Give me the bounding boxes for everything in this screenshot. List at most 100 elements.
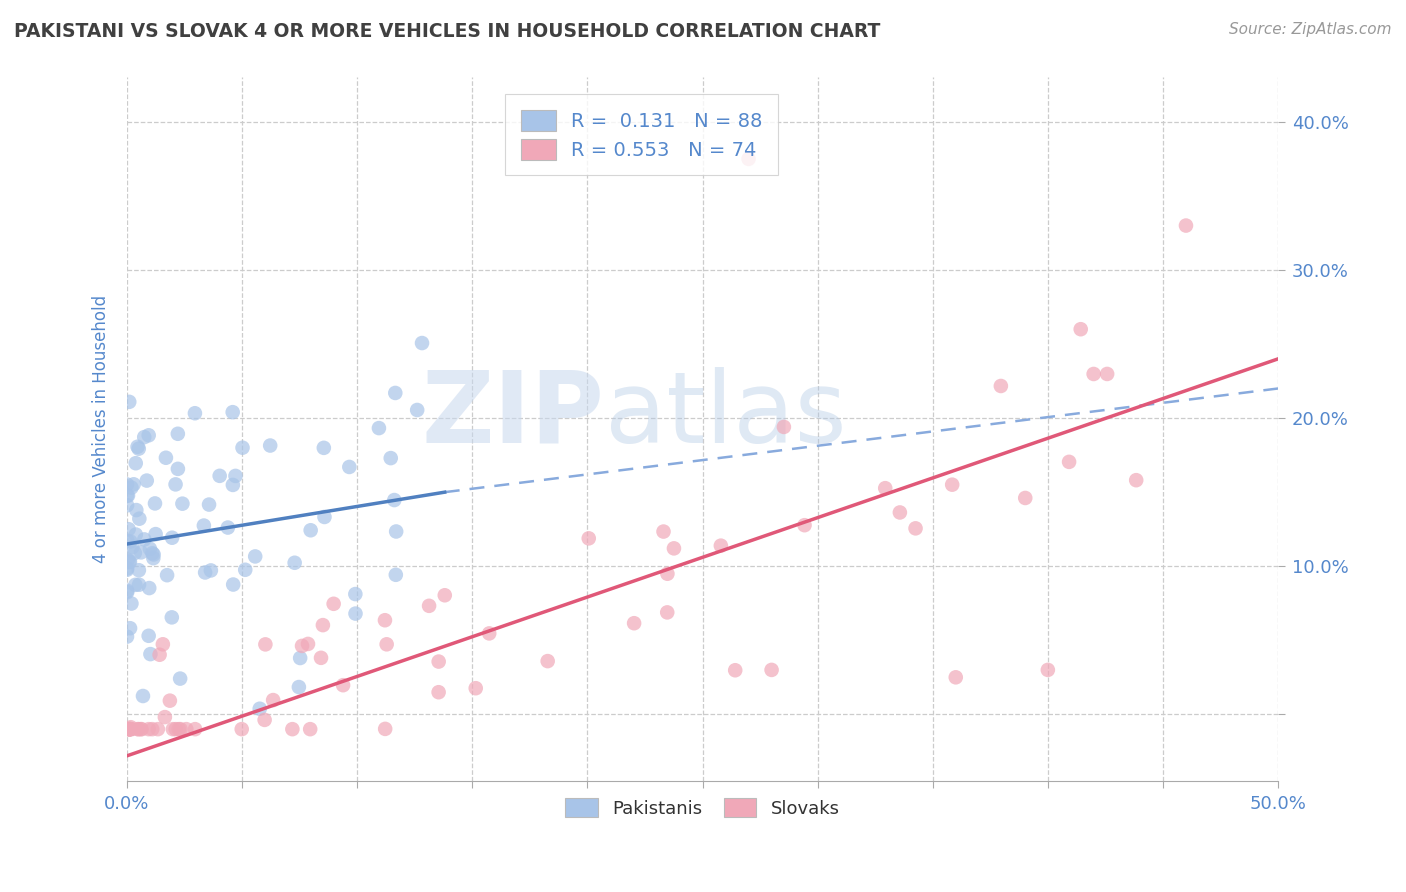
Point [200, 563, 222, 577]
Point [384, 386, 406, 401]
Point [1057, 455, 1080, 469]
Point [169, 672, 191, 686]
Point [117, 553, 139, 567]
Point [118, 394, 141, 409]
Point [254, 637, 277, 651]
Point [427, 655, 450, 669]
Point [433, 588, 456, 602]
Point [1125, 473, 1147, 487]
Point [138, 722, 160, 736]
Point [344, 607, 367, 621]
Point [118, 722, 141, 736]
Point [427, 685, 450, 699]
Point [184, 722, 207, 736]
Legend: Pakistanis, Slovaks: Pakistanis, Slovaks [558, 790, 846, 825]
Point [167, 722, 190, 736]
Point [120, 720, 142, 734]
Point [291, 639, 314, 653]
Point [623, 616, 645, 631]
Point [322, 597, 344, 611]
Point [129, 545, 152, 559]
Point [124, 578, 146, 592]
Point [314, 510, 336, 524]
Point [662, 541, 685, 556]
Point [297, 637, 319, 651]
Point [139, 647, 162, 661]
Point [222, 478, 245, 492]
Point [1175, 219, 1198, 233]
Point [724, 663, 747, 677]
Point [115, 585, 138, 599]
Point [118, 722, 141, 736]
Point [281, 722, 304, 736]
Point [135, 474, 157, 488]
Point [118, 722, 141, 736]
Point [121, 540, 143, 554]
Point [875, 481, 897, 495]
Point [259, 438, 281, 452]
Point [411, 336, 433, 351]
Point [115, 477, 138, 491]
Point [142, 548, 165, 562]
Point [990, 379, 1012, 393]
Point [172, 497, 194, 511]
Point [385, 524, 408, 539]
Point [380, 451, 402, 466]
Point [134, 533, 156, 547]
Point [117, 522, 139, 536]
Point [143, 496, 166, 510]
Point [146, 722, 169, 736]
Point [222, 577, 245, 591]
Point [165, 477, 187, 491]
Point [657, 566, 679, 581]
Point [374, 613, 396, 627]
Point [1095, 367, 1118, 381]
Point [121, 722, 143, 736]
Point [312, 618, 335, 632]
Point [125, 503, 148, 517]
Point [156, 568, 179, 582]
Point [284, 556, 307, 570]
Point [368, 421, 391, 435]
Point [375, 637, 398, 651]
Point [165, 722, 187, 736]
Point [162, 722, 184, 736]
Point [299, 722, 322, 736]
Point [125, 456, 148, 470]
Point [118, 722, 141, 736]
Point [337, 459, 360, 474]
Point [138, 428, 160, 442]
Point [198, 498, 221, 512]
Point [1070, 322, 1092, 336]
Point [129, 722, 152, 736]
Point [145, 527, 167, 541]
Point [139, 541, 162, 556]
Point [332, 678, 354, 692]
Text: PAKISTANI VS SLOVAK 4 OR MORE VEHICLES IN HOUSEHOLD CORRELATION CHART: PAKISTANI VS SLOVAK 4 OR MORE VEHICLES I… [14, 22, 880, 41]
Point [167, 462, 190, 476]
Point [122, 477, 145, 491]
Point [231, 441, 253, 455]
Point [710, 539, 733, 553]
Point [125, 527, 148, 541]
Point [115, 563, 138, 577]
Point [299, 523, 322, 537]
Point [138, 629, 160, 643]
Point [118, 722, 141, 736]
Point [160, 610, 183, 624]
Point [224, 469, 246, 483]
Point [118, 722, 141, 736]
Point [160, 531, 183, 545]
Point [138, 581, 160, 595]
Point [374, 722, 396, 736]
Point [221, 405, 243, 419]
Y-axis label: 4 or more Vehicles in Household: 4 or more Vehicles in Household [93, 295, 110, 563]
Point [464, 681, 486, 696]
Point [120, 481, 142, 495]
Point [737, 152, 759, 166]
Point [127, 722, 149, 736]
Text: atlas: atlas [605, 367, 846, 464]
Point [120, 534, 142, 549]
Point [1036, 663, 1059, 677]
Point [537, 654, 560, 668]
